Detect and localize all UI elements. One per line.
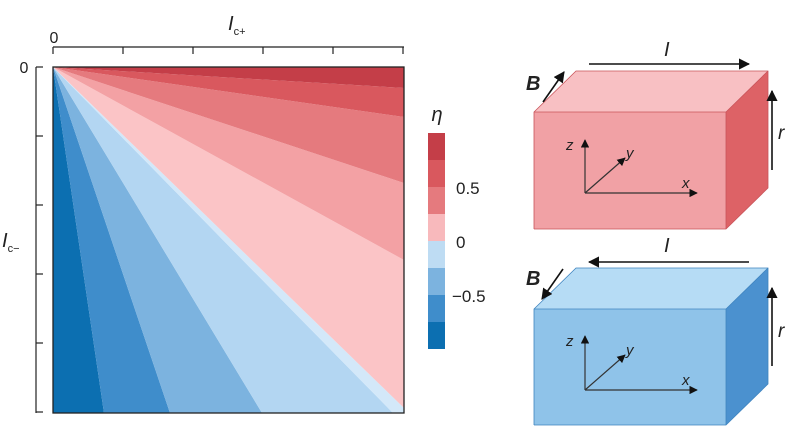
current-label: I [664,39,670,61]
y-axis: 0 Ic− [2,60,43,413]
magnetic-field-label: B [526,268,540,290]
box-side-face [726,268,768,425]
colorbar-tick-label: 0.5 [456,179,480,198]
colorbar-swatch-8 [428,322,445,349]
axis-label-z: z [565,137,574,154]
contour-bands [53,67,404,413]
coordinate-axes-icon: z y x [565,333,698,395]
box-front-face [534,309,726,425]
colorbar-swatch-2 [428,160,445,187]
contour-plot: 0 Ic+ 0 Ic− [2,13,405,414]
plot-frame [52,66,405,414]
axis-label-y: y [625,342,635,359]
colorbar-swatch-5 [428,241,445,268]
conductor-box-top: z y x B I r [526,39,785,230]
box-top-face [534,71,768,112]
box-front-face [534,112,726,229]
colorbar: η 0.5 0 −0.5 [428,104,486,349]
colorbar-tick-label: −0.5 [452,287,486,306]
colorbar-tick-label: 0 [456,233,465,252]
x-origin-label: 0 [50,30,59,47]
y-axis-label-main: I [2,230,8,252]
coordinate-axes-icon: z y x [565,137,698,198]
box-side-face [726,71,768,229]
colorbar-swatch-6 [428,268,445,295]
contour-band-6 [53,67,404,408]
colorbar-title: η [431,104,442,126]
magnetic-field-label: B [526,73,540,95]
colorbar-swatch-4 [428,214,445,241]
magnetic-field-arrow [541,268,564,300]
box-top-face [534,268,768,309]
colorbar-swatch-7 [428,295,445,322]
radius-label: r [778,123,785,144]
axis-label-z: z [565,333,574,350]
contour-band-5 [53,67,404,413]
y-axis-label: Ic− [2,230,20,255]
colorbar-swatch-3 [428,187,445,214]
x-axis-label-main: I [228,13,234,35]
magnetic-field-arrow [542,71,565,103]
axis-label-x: x [681,175,690,192]
conductor-box-bottom: z y x B I r [526,235,785,426]
colorbar-swatch-1 [428,133,445,160]
contour-band-10 [53,67,404,88]
axis-label-x: x [681,372,690,389]
contour-band-8 [53,67,404,183]
contour-band-9 [53,67,404,117]
y-origin-label: 0 [20,60,29,77]
y-axis-label-sub: c− [8,243,20,255]
axis-label-y: y [625,145,635,162]
x-axis-label-sub: c+ [234,26,246,38]
x-axis-label: Ic+ [228,13,246,38]
x-axis: 0 Ic+ [50,13,404,54]
radius-label: r [778,321,785,342]
contour-band-7 [53,67,404,260]
current-label: I [664,235,670,257]
